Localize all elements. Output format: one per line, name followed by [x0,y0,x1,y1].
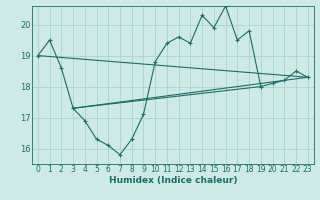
X-axis label: Humidex (Indice chaleur): Humidex (Indice chaleur) [108,176,237,185]
